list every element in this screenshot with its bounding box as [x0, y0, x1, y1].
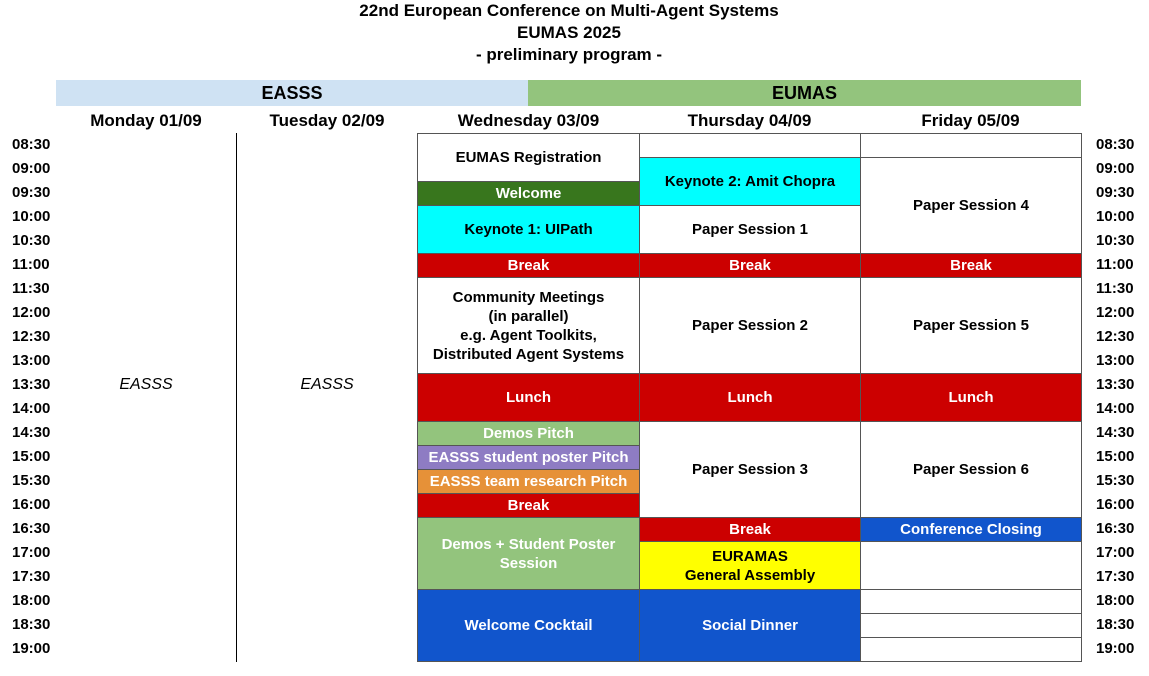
time-label-right: 11:00	[1096, 256, 1134, 273]
thu-keynote-2: Keynote 2: Amit Chopra	[639, 157, 861, 206]
day-header-thursday: Thursday 04/09	[687, 111, 812, 130]
fri-empty-1900	[860, 637, 1082, 662]
time-label-left: 10:30	[12, 232, 51, 249]
time-label-right: 18:30	[1096, 616, 1135, 633]
wed-welcome: Welcome	[417, 181, 640, 206]
time-label-right: 09:30	[1096, 184, 1135, 201]
time-label-left: 11:00	[12, 256, 50, 273]
time-label-right: 10:30	[1096, 232, 1135, 249]
time-label-left: 17:00	[12, 544, 51, 561]
demos-poster-line-2: Session	[499, 554, 558, 572]
tuesday-easss-label: EASSS	[300, 376, 354, 393]
time-label-left: 13:30	[12, 376, 51, 393]
monday-tuesday-divider	[236, 133, 237, 662]
wed-demos-pitch: Demos Pitch	[417, 421, 640, 446]
fri-lunch: Lunch	[860, 373, 1082, 422]
time-label-right: 12:30	[1096, 328, 1135, 345]
monday-easss-label: EASSS	[119, 376, 173, 393]
time-label-right: 14:30	[1096, 424, 1135, 441]
fri-paper-session-6: Paper Session 6	[860, 421, 1082, 518]
time-label-left: 15:30	[12, 472, 51, 489]
fri-break-morning: Break	[860, 253, 1082, 278]
wed-registration: EUMAS Registration	[417, 133, 640, 182]
time-label-right: 19:00	[1096, 640, 1135, 657]
time-label-left: 19:00	[12, 640, 51, 657]
community-line-4: Distributed Agent Systems	[432, 345, 625, 363]
thu-break-afternoon: Break	[639, 517, 861, 542]
time-label-right: 17:00	[1096, 544, 1135, 561]
time-label-left: 18:00	[12, 592, 51, 609]
eumas-band: EUMAS	[528, 80, 1081, 106]
time-label-right: 15:30	[1096, 472, 1135, 489]
day-header-monday: Monday 01/09	[90, 111, 202, 130]
community-line-3: e.g. Agent Toolkits,	[460, 326, 597, 344]
time-label-right: 12:00	[1096, 304, 1135, 321]
time-label-left: 16:30	[12, 520, 51, 537]
thu-paper-session-2: Paper Session 2	[639, 277, 861, 374]
time-label-left: 09:30	[12, 184, 51, 201]
time-label-left: 10:00	[12, 208, 51, 225]
time-label-right: 17:30	[1096, 568, 1135, 585]
wed-welcome-cocktail: Welcome Cocktail	[417, 589, 640, 662]
wed-break-afternoon: Break	[417, 493, 640, 518]
wed-keynote-1: Keynote 1: UIPath	[417, 205, 640, 254]
time-label-left: 18:30	[12, 616, 51, 633]
time-label-right: 16:00	[1096, 496, 1135, 513]
day-header-tuesday: Tuesday 02/09	[269, 111, 385, 130]
time-label-right: 15:00	[1096, 448, 1135, 465]
thu-social-dinner: Social Dinner	[639, 589, 861, 662]
thu-general-assembly: EURAMAS General Assembly	[639, 541, 861, 590]
fri-empty-1830	[860, 613, 1082, 638]
wed-demos-poster-session: Demos + Student Poster Session	[417, 517, 640, 590]
time-label-right: 13:00	[1096, 352, 1135, 369]
time-label-left: 09:00	[12, 160, 51, 177]
wed-break-morning: Break	[417, 253, 640, 278]
community-line-1: Community Meetings	[452, 288, 605, 306]
assembly-line-2: General Assembly	[684, 566, 816, 584]
wed-poster-pitch: EASSS student poster Pitch	[417, 445, 640, 470]
thu-lunch: Lunch	[639, 373, 861, 422]
day-header-friday: Friday 05/09	[921, 111, 1020, 130]
time-label-right: 08:30	[1096, 136, 1135, 153]
fri-paper-session-5: Paper Session 5	[860, 277, 1082, 374]
fri-empty-0830	[860, 133, 1082, 158]
wed-team-pitch: EASSS team research Pitch	[417, 469, 640, 494]
time-label-right: 16:30	[1096, 520, 1135, 537]
conference-title: 22nd European Conference on Multi-Agent …	[359, 1, 779, 20]
time-label-right: 09:00	[1096, 160, 1135, 177]
time-label-left: 14:00	[12, 400, 51, 417]
time-label-left: 14:30	[12, 424, 51, 441]
time-label-right: 13:30	[1096, 376, 1135, 393]
time-label-right: 18:00	[1096, 592, 1135, 609]
time-label-left: 12:30	[12, 328, 51, 345]
time-label-left: 13:00	[12, 352, 51, 369]
time-label-left: 17:30	[12, 568, 51, 585]
time-label-left: 15:00	[12, 448, 51, 465]
community-line-2: (in parallel)	[488, 307, 569, 325]
assembly-line-1: EURAMAS	[712, 547, 788, 565]
time-label-right: 10:00	[1096, 208, 1135, 225]
time-label-right: 11:30	[1096, 280, 1134, 297]
fri-paper-session-4: Paper Session 4	[860, 157, 1082, 254]
time-label-left: 11:30	[12, 280, 50, 297]
fri-empty-1700	[860, 541, 1082, 590]
fri-empty-1800	[860, 589, 1082, 614]
time-label-left: 12:00	[12, 304, 51, 321]
conference-short-name: EUMAS 2025	[517, 23, 621, 42]
wed-lunch: Lunch	[417, 373, 640, 422]
day-header-wednesday: Wednesday 03/09	[457, 111, 600, 130]
time-label-right: 14:00	[1096, 400, 1135, 417]
fri-conference-closing: Conference Closing	[860, 517, 1082, 542]
thu-break-morning: Break	[639, 253, 861, 278]
easss-band: EASSS	[56, 80, 528, 106]
thu-empty-0830	[639, 133, 861, 158]
program-subtitle: - preliminary program -	[475, 45, 663, 64]
time-label-left: 16:00	[12, 496, 51, 513]
demos-poster-line-1: Demos + Student Poster	[441, 535, 616, 553]
thu-paper-session-3: Paper Session 3	[639, 421, 861, 518]
time-label-left: 08:30	[12, 136, 51, 153]
thu-paper-session-1: Paper Session 1	[639, 205, 861, 254]
wed-community-meetings: Community Meetings (in parallel) e.g. Ag…	[417, 277, 640, 374]
